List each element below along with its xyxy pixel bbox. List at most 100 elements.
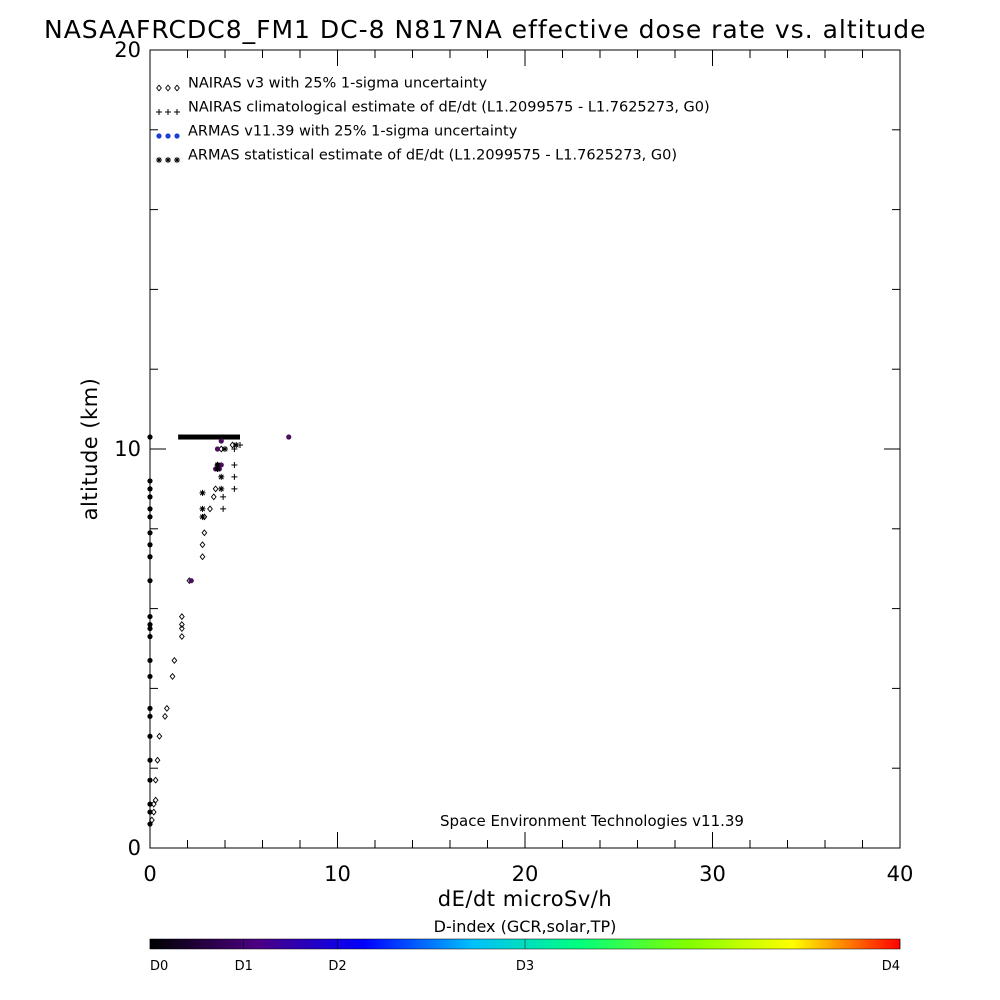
point-dot: [147, 494, 153, 500]
point-dot: [286, 434, 292, 440]
x-tick-label: 30: [699, 862, 726, 886]
legend: NAIRAS v3 with 25% 1-sigma uncertainty NA…: [156, 76, 710, 164]
legend-symbol: [156, 109, 162, 115]
point-diamond: [156, 732, 163, 740]
legend-symbol: [174, 109, 180, 115]
point-dot: [147, 621, 153, 628]
legend-symbol: [156, 133, 162, 139]
point-dot: [147, 554, 153, 560]
legend-item-label: ARMAS statistical estimate of dE/dt (L1.…: [188, 148, 677, 164]
point-asterisk: [222, 446, 228, 452]
point-asterisk: [233, 442, 240, 449]
point-dot: [147, 506, 153, 512]
point-dot: [218, 438, 224, 444]
legend-item-label: NAIRAS v3 with 25% 1-sigma uncertainty: [188, 76, 487, 92]
point-dot: [147, 705, 153, 711]
legend-symbol: [174, 157, 180, 163]
legend-symbol: [174, 133, 180, 139]
colorbar-label: D2: [328, 959, 346, 974]
point-dot: [147, 733, 153, 739]
x-tick-label: 0: [143, 862, 156, 886]
point-dot: [147, 578, 153, 584]
point-diamond: [163, 704, 170, 712]
legend-symbol: [156, 84, 162, 92]
point-diamond: [229, 441, 236, 449]
y-tick-label: 10: [114, 437, 141, 461]
point-diamond: [178, 625, 185, 633]
colorbar-label: D1: [235, 959, 253, 974]
point-dot: [147, 542, 153, 548]
point-asterisk: [214, 465, 221, 472]
point-diamond: [178, 633, 185, 641]
point-dot: [147, 809, 153, 815]
point-dot: [147, 713, 153, 719]
point-diamond: [210, 493, 217, 501]
legend-symbol: [174, 84, 180, 92]
annotation-version: Space Environment Technologies v11.39: [440, 812, 744, 830]
point-diamond: [178, 613, 185, 621]
x-axis-label: dE/dt microSv/h: [438, 887, 612, 911]
point-dot: [188, 578, 194, 584]
chart-title: NASAAFRCDC8_FM1 DC-8 N817NA effective do…: [44, 15, 927, 44]
point-asterisk: [199, 505, 206, 512]
point-plus: [231, 461, 238, 468]
axis-ticks: [149, 49, 901, 849]
x-tick-label: 40: [887, 862, 914, 886]
legend-symbol: [165, 109, 171, 115]
point-dot: [147, 486, 153, 492]
x-tick-label: 20: [512, 862, 539, 886]
point-diamond: [169, 672, 176, 680]
point-diamond: [162, 712, 168, 720]
point-dot: [147, 434, 153, 440]
point-dot: [147, 530, 153, 536]
y-tick-labels: 0 10 20: [114, 38, 141, 860]
point-plus: [220, 493, 227, 500]
colorbar-label: D0: [150, 959, 168, 974]
point-dot: [147, 625, 153, 632]
y-axis-label: altitude (km): [78, 378, 102, 521]
point-diamond: [152, 776, 159, 784]
point-dot: [147, 821, 153, 827]
point-dot: [147, 757, 153, 763]
legend-symbol: [165, 133, 171, 139]
point-plus: [231, 485, 238, 492]
point-asterisk: [199, 513, 206, 520]
point-diamond: [201, 529, 208, 537]
point-diamond: [199, 541, 206, 549]
point-asterisk: [218, 485, 225, 492]
y-tick-label: 20: [114, 38, 141, 62]
point-diamond: [152, 796, 159, 804]
legend-item-label: ARMAS v11.39 with 25% 1-sigma uncertaint…: [188, 124, 518, 140]
point-plus: [220, 505, 227, 512]
data-points: [147, 434, 292, 827]
legend-symbol: [165, 84, 171, 92]
colorbar-title: D-index (GCR,solar,TP): [434, 917, 617, 936]
point-asterisk: [214, 461, 221, 468]
point-dot: [147, 777, 153, 783]
point-dot: [147, 673, 153, 680]
point-dot: [147, 514, 153, 520]
flight-segment-bar: [178, 434, 240, 440]
point-plus: [231, 473, 238, 480]
point-diamond: [207, 505, 213, 513]
point-dot: [214, 446, 221, 452]
point-dot: [147, 633, 153, 640]
y-tick-label: 0: [128, 836, 141, 860]
legend-symbol: [156, 157, 162, 163]
point-dot: [147, 801, 153, 807]
point-asterisk: [218, 473, 225, 480]
x-tick-labels: 0 10 20 30 40: [143, 862, 913, 886]
point-dot: [147, 657, 153, 664]
point-dot: [147, 478, 153, 484]
plot-frame: [149, 49, 901, 849]
point-dot: [218, 462, 224, 468]
point-asterisk: [199, 489, 206, 496]
colorbar-label: D4: [882, 959, 900, 974]
colorbar-labels: D0 D1 D2 D3 D4: [149, 939, 901, 974]
point-diamond: [212, 485, 219, 493]
point-diamond: [199, 553, 206, 561]
legend-item-label: NAIRAS climatological estimate of dE/dt …: [188, 100, 710, 116]
point-diamond: [154, 756, 161, 764]
point-diamond: [171, 656, 178, 664]
